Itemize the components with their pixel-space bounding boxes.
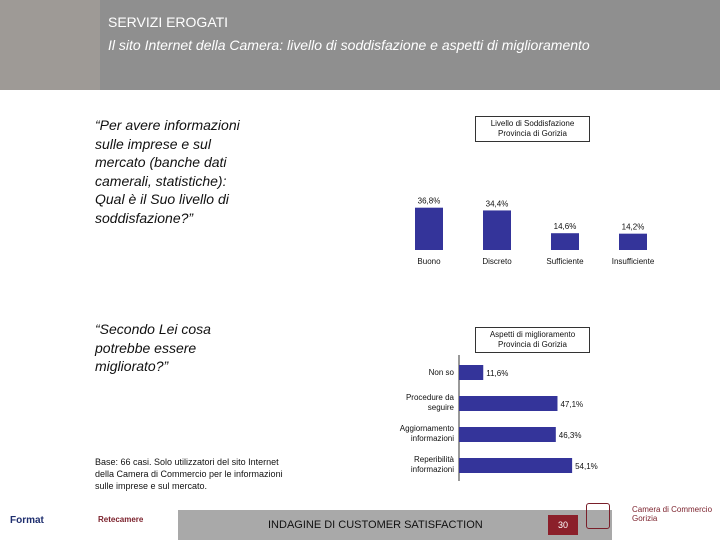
question-satisfaction: “Per avere informazioni sulle imprese e … xyxy=(95,117,240,226)
page-title: SERVIZI EROGATI xyxy=(108,14,229,30)
seal-icon xyxy=(586,503,610,529)
retecamere-logo: Retecamere xyxy=(98,515,144,524)
base-note: Base: 66 casi. Solo utilizzatori del sit… xyxy=(95,457,283,491)
hbar-category-label-1: Procedure da seguire xyxy=(406,393,455,412)
hbar-0 xyxy=(459,365,484,380)
bar-0 xyxy=(415,207,443,250)
hbar-3 xyxy=(459,458,573,473)
page-number: 30 xyxy=(548,515,578,535)
format-logo: Format xyxy=(10,515,44,526)
bar-2 xyxy=(551,233,579,250)
question-improvement: “Secondo Lei cosa potrebbe essere miglio… xyxy=(95,321,211,374)
footer-text: INDAGINE DI CUSTOMER SATISFACTION xyxy=(268,519,483,531)
bar-value-label-2: 14,6% xyxy=(554,222,577,231)
category-label-1: Discreto xyxy=(482,257,512,266)
category-label-3: Insufficiente xyxy=(612,257,655,266)
category-label-0: Buono xyxy=(417,257,441,266)
chart1-title: Livello di Soddisfazione Provincia di Go… xyxy=(475,116,590,142)
chamber-logo: Camera di Commercio Gorizia xyxy=(632,505,713,523)
hbar-value-label-1: 47,1% xyxy=(560,400,583,409)
hbar-value-label-2: 46,3% xyxy=(559,431,582,440)
hbar-2 xyxy=(459,427,556,442)
header-decoration xyxy=(0,0,100,90)
bar-value-label-0: 36,8% xyxy=(418,197,441,206)
header-bar: SERVIZI EROGATI Il sito Internet della C… xyxy=(0,0,720,90)
hbar-category-label-2: Aggiornamento informazioni xyxy=(400,424,455,443)
improvement-chart: 11,6% Non so 47,1% Procedure da seguire 46,3%… xyxy=(400,355,598,481)
satisfaction-chart: 36,8% Buono 34,4% Discreto 14,6% Sufficiente 1… xyxy=(415,197,655,266)
chart2-title: Aspetti di miglioramento Provincia di Go… xyxy=(475,327,590,353)
bar-1 xyxy=(483,210,511,250)
page-subtitle: Il sito Internet della Camera: livello d… xyxy=(108,37,590,53)
bar-value-label-3: 14,2% xyxy=(622,223,645,232)
hbar-category-label-0: Non so xyxy=(429,368,455,377)
bar-3 xyxy=(619,233,647,250)
hbar-1 xyxy=(459,396,558,411)
footer-bar xyxy=(178,510,612,540)
hbar-category-label-3: Reperibilità informazioni xyxy=(411,455,455,474)
hbar-value-label-0: 11,6% xyxy=(486,369,508,378)
bar-value-label-1: 34,4% xyxy=(486,199,509,208)
hbar-value-label-3: 54,1% xyxy=(575,462,598,471)
category-label-2: Sufficiente xyxy=(546,257,584,266)
